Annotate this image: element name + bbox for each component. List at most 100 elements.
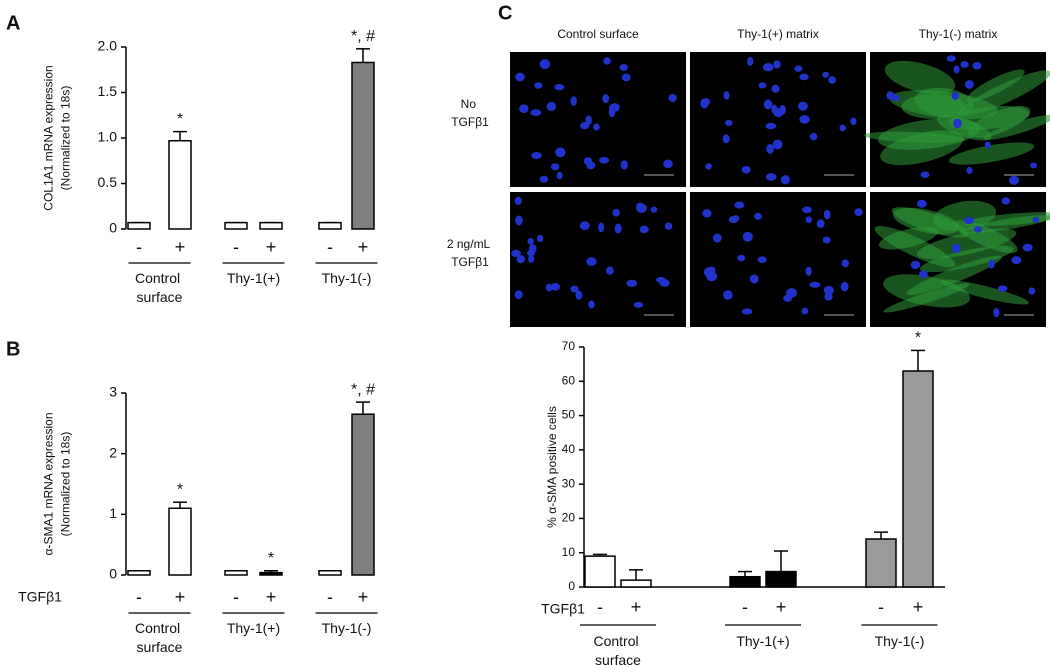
nucleus <box>840 281 849 292</box>
nucleus <box>963 216 975 225</box>
nucleus <box>722 134 730 144</box>
nucleus <box>1032 216 1040 223</box>
fiber <box>916 228 1017 259</box>
panel-label: C <box>498 2 512 24</box>
group-label: Thy-1(+) <box>736 633 789 649</box>
y-axis-label: (Normalized to 18s) <box>59 432 73 537</box>
x-tick-label: - <box>597 597 603 617</box>
annotation: * <box>915 330 921 347</box>
panel-label: A <box>6 12 20 34</box>
y-tick-label: 60 <box>562 373 576 387</box>
nucleus <box>886 91 895 100</box>
bar <box>318 221 342 230</box>
nucleus <box>534 82 543 89</box>
y-tick-label: 1 <box>109 505 117 521</box>
y-axis-label: % α-SMA positive cells <box>545 406 559 528</box>
y-tick-label: 3 <box>109 384 117 400</box>
micrograph <box>690 52 866 187</box>
nucleus <box>771 84 780 93</box>
nucleus <box>737 254 746 262</box>
bar <box>168 139 192 230</box>
x-tick-label: - <box>327 237 333 257</box>
nucleus <box>608 107 616 118</box>
nucleus <box>805 216 812 224</box>
bar <box>259 571 283 576</box>
nucleus <box>554 83 565 91</box>
group-label: Thy-1(+) <box>227 620 280 636</box>
nucleus <box>570 285 579 293</box>
nucleus <box>706 271 718 282</box>
nucleus <box>619 63 629 71</box>
nucleus <box>702 209 712 218</box>
x-tick-label: + <box>175 237 186 257</box>
nucleus <box>841 259 849 268</box>
fiber <box>966 69 1025 102</box>
nucleus <box>822 71 830 78</box>
nucleus <box>593 123 600 131</box>
x-tick-label: + <box>776 597 787 617</box>
x-tick-label: - <box>233 587 239 607</box>
nucleus <box>984 141 991 149</box>
nucleus <box>809 281 821 288</box>
column-header: Control surface <box>557 27 639 41</box>
nucleus <box>824 292 833 301</box>
nucleus <box>570 96 577 106</box>
y-tick-label: 2 <box>109 444 117 460</box>
nucleus <box>528 254 535 263</box>
nucleus <box>546 101 557 111</box>
nucleus <box>802 206 812 214</box>
nucleus <box>550 163 560 171</box>
nucleus <box>1030 162 1037 169</box>
nucleus <box>650 206 658 213</box>
nucleus <box>1022 243 1033 252</box>
nucleus <box>828 76 837 84</box>
bar <box>318 570 342 576</box>
x-tick-label: + <box>266 237 277 257</box>
nucleus <box>598 222 605 233</box>
nucleus <box>514 290 523 300</box>
nucleus <box>951 91 959 101</box>
y-tick-label: 20 <box>562 511 576 525</box>
y-tick-label: 0.5 <box>98 174 118 190</box>
nucleus <box>734 201 745 209</box>
x-tick-label: + <box>175 587 186 607</box>
nucleus <box>799 73 809 81</box>
bar <box>865 538 897 588</box>
nucleus <box>741 308 753 315</box>
nucleus <box>1011 256 1022 264</box>
nucleus <box>725 119 733 126</box>
nucleus <box>953 65 960 74</box>
y-tick-label: 2.0 <box>98 38 118 54</box>
nucleus <box>758 82 767 89</box>
y-tick-label: 10 <box>562 545 576 559</box>
fiber <box>889 90 998 120</box>
nucleus <box>639 225 649 234</box>
nucleus <box>972 62 982 70</box>
fiber <box>959 215 1050 234</box>
nucleus <box>765 173 777 181</box>
annotation: * <box>177 481 183 498</box>
nucleus <box>839 124 846 132</box>
nucleus <box>822 236 831 244</box>
x-tick-label: + <box>266 587 277 607</box>
nucleus <box>664 222 673 230</box>
fiber <box>948 142 1035 165</box>
nucleus <box>960 61 969 68</box>
nucleus <box>805 266 812 276</box>
annotation: *, # <box>351 28 375 45</box>
nucleus <box>621 73 631 82</box>
column-header: Thy-1(+) matrix <box>737 27 819 41</box>
nucleus <box>580 122 590 130</box>
nucleus <box>723 290 733 300</box>
nucleus <box>783 294 793 302</box>
fiber <box>880 130 964 166</box>
nucleus <box>766 144 774 154</box>
nucleus <box>794 65 803 72</box>
fiber <box>883 274 971 308</box>
nucleus <box>823 285 834 295</box>
nucleus <box>700 98 709 109</box>
nucleus <box>536 234 544 243</box>
fiber <box>892 207 960 235</box>
nucleus <box>527 249 535 257</box>
nucleus <box>556 171 563 180</box>
